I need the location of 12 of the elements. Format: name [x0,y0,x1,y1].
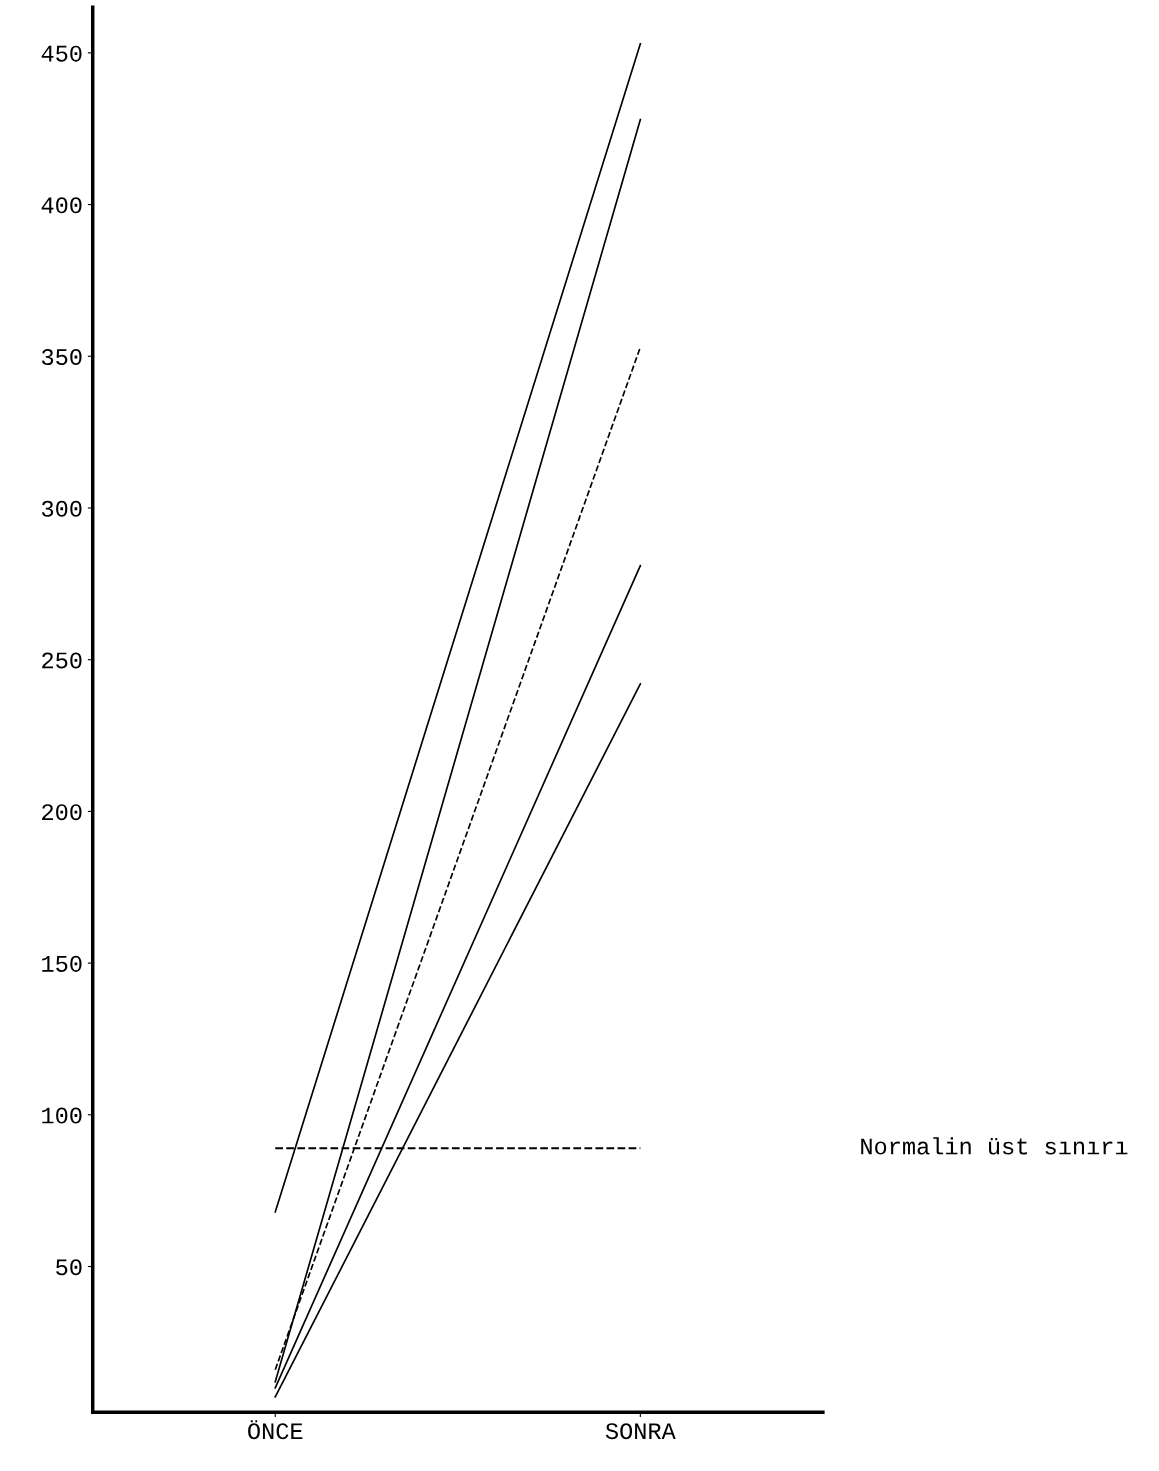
y-tick-label: 200 [42,804,82,821]
x-tick-label: SONRA [605,1423,676,1440]
x-tick-label: ÖNCE [248,1420,303,1440]
y-tick-label: 50 [56,1259,82,1276]
y-tick-label: 400 [41,197,82,214]
y-tick-label: 100 [42,1107,82,1124]
y-tick-label: 150 [42,955,82,972]
y-tick-label: 300 [41,500,82,517]
y-tick-label: 450 [41,45,82,62]
y-tick-label: 350 [41,349,82,366]
y-tick-label: 250 [42,652,82,669]
ref-line-label: Normalin üst sınırı [861,1137,1128,1155]
